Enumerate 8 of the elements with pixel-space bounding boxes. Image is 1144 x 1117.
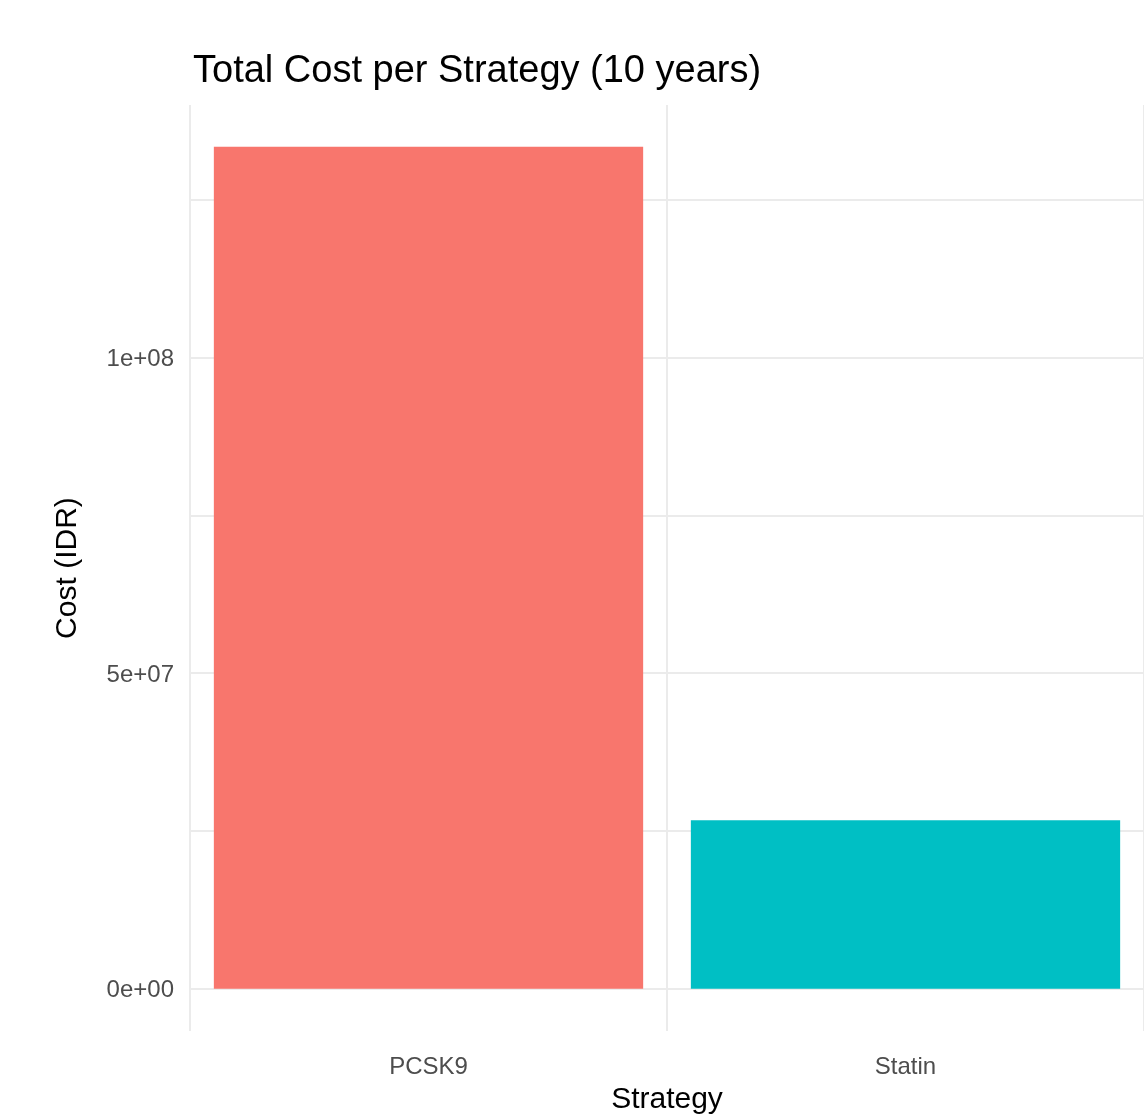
- x-tick-label: PCSK9: [389, 1051, 468, 1079]
- chart-title: Total Cost per Strategy (10 years): [193, 48, 762, 90]
- y-tick-label: 0e+00: [106, 975, 174, 1003]
- y-tick-label: 5e+07: [106, 659, 174, 687]
- y-tick-label: 1e+08: [106, 344, 174, 372]
- y-axis-title: Cost (IDR): [48, 497, 82, 639]
- x-tick-label: Statin: [874, 1051, 937, 1079]
- x-axis-title: Strategy: [611, 1080, 723, 1114]
